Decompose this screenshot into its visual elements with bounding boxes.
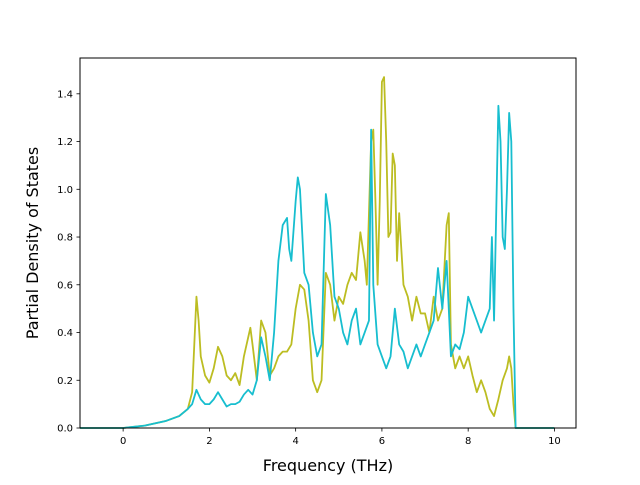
x-tick-label: 2: [206, 436, 212, 447]
x-ticks: 0 2 4 6 8 10: [120, 428, 561, 447]
y-tick-label: 0.8: [57, 233, 73, 244]
plot-frame: [79, 57, 577, 429]
series-layer: [80, 76, 555, 429]
x-tick-label: 6: [379, 436, 385, 447]
series-line-1: [80, 76, 555, 429]
x-axis-title: Frequency (THz): [263, 456, 393, 475]
y-ticks: 0.0 0.2 0.4 0.6 0.8 1.0 1.2 1.4: [57, 89, 80, 435]
x-tick-label: 0: [120, 436, 126, 447]
y-tick-label: 0.4: [57, 328, 73, 339]
x-tick-label: 8: [465, 436, 471, 447]
y-tick-label: 1.0: [57, 185, 73, 196]
x-tick-label: 4: [292, 436, 298, 447]
y-tick-label: 0.2: [57, 376, 73, 387]
x-tick-label: 10: [548, 436, 561, 447]
series-line-2: [80, 104, 555, 429]
y-tick-label: 1.4: [57, 89, 73, 100]
y-tick-label: 1.2: [57, 137, 73, 148]
y-tick-label: 0.0: [57, 424, 73, 435]
y-axis-title: Partial Density of States: [23, 147, 42, 339]
y-tick-label: 0.6: [57, 280, 73, 291]
